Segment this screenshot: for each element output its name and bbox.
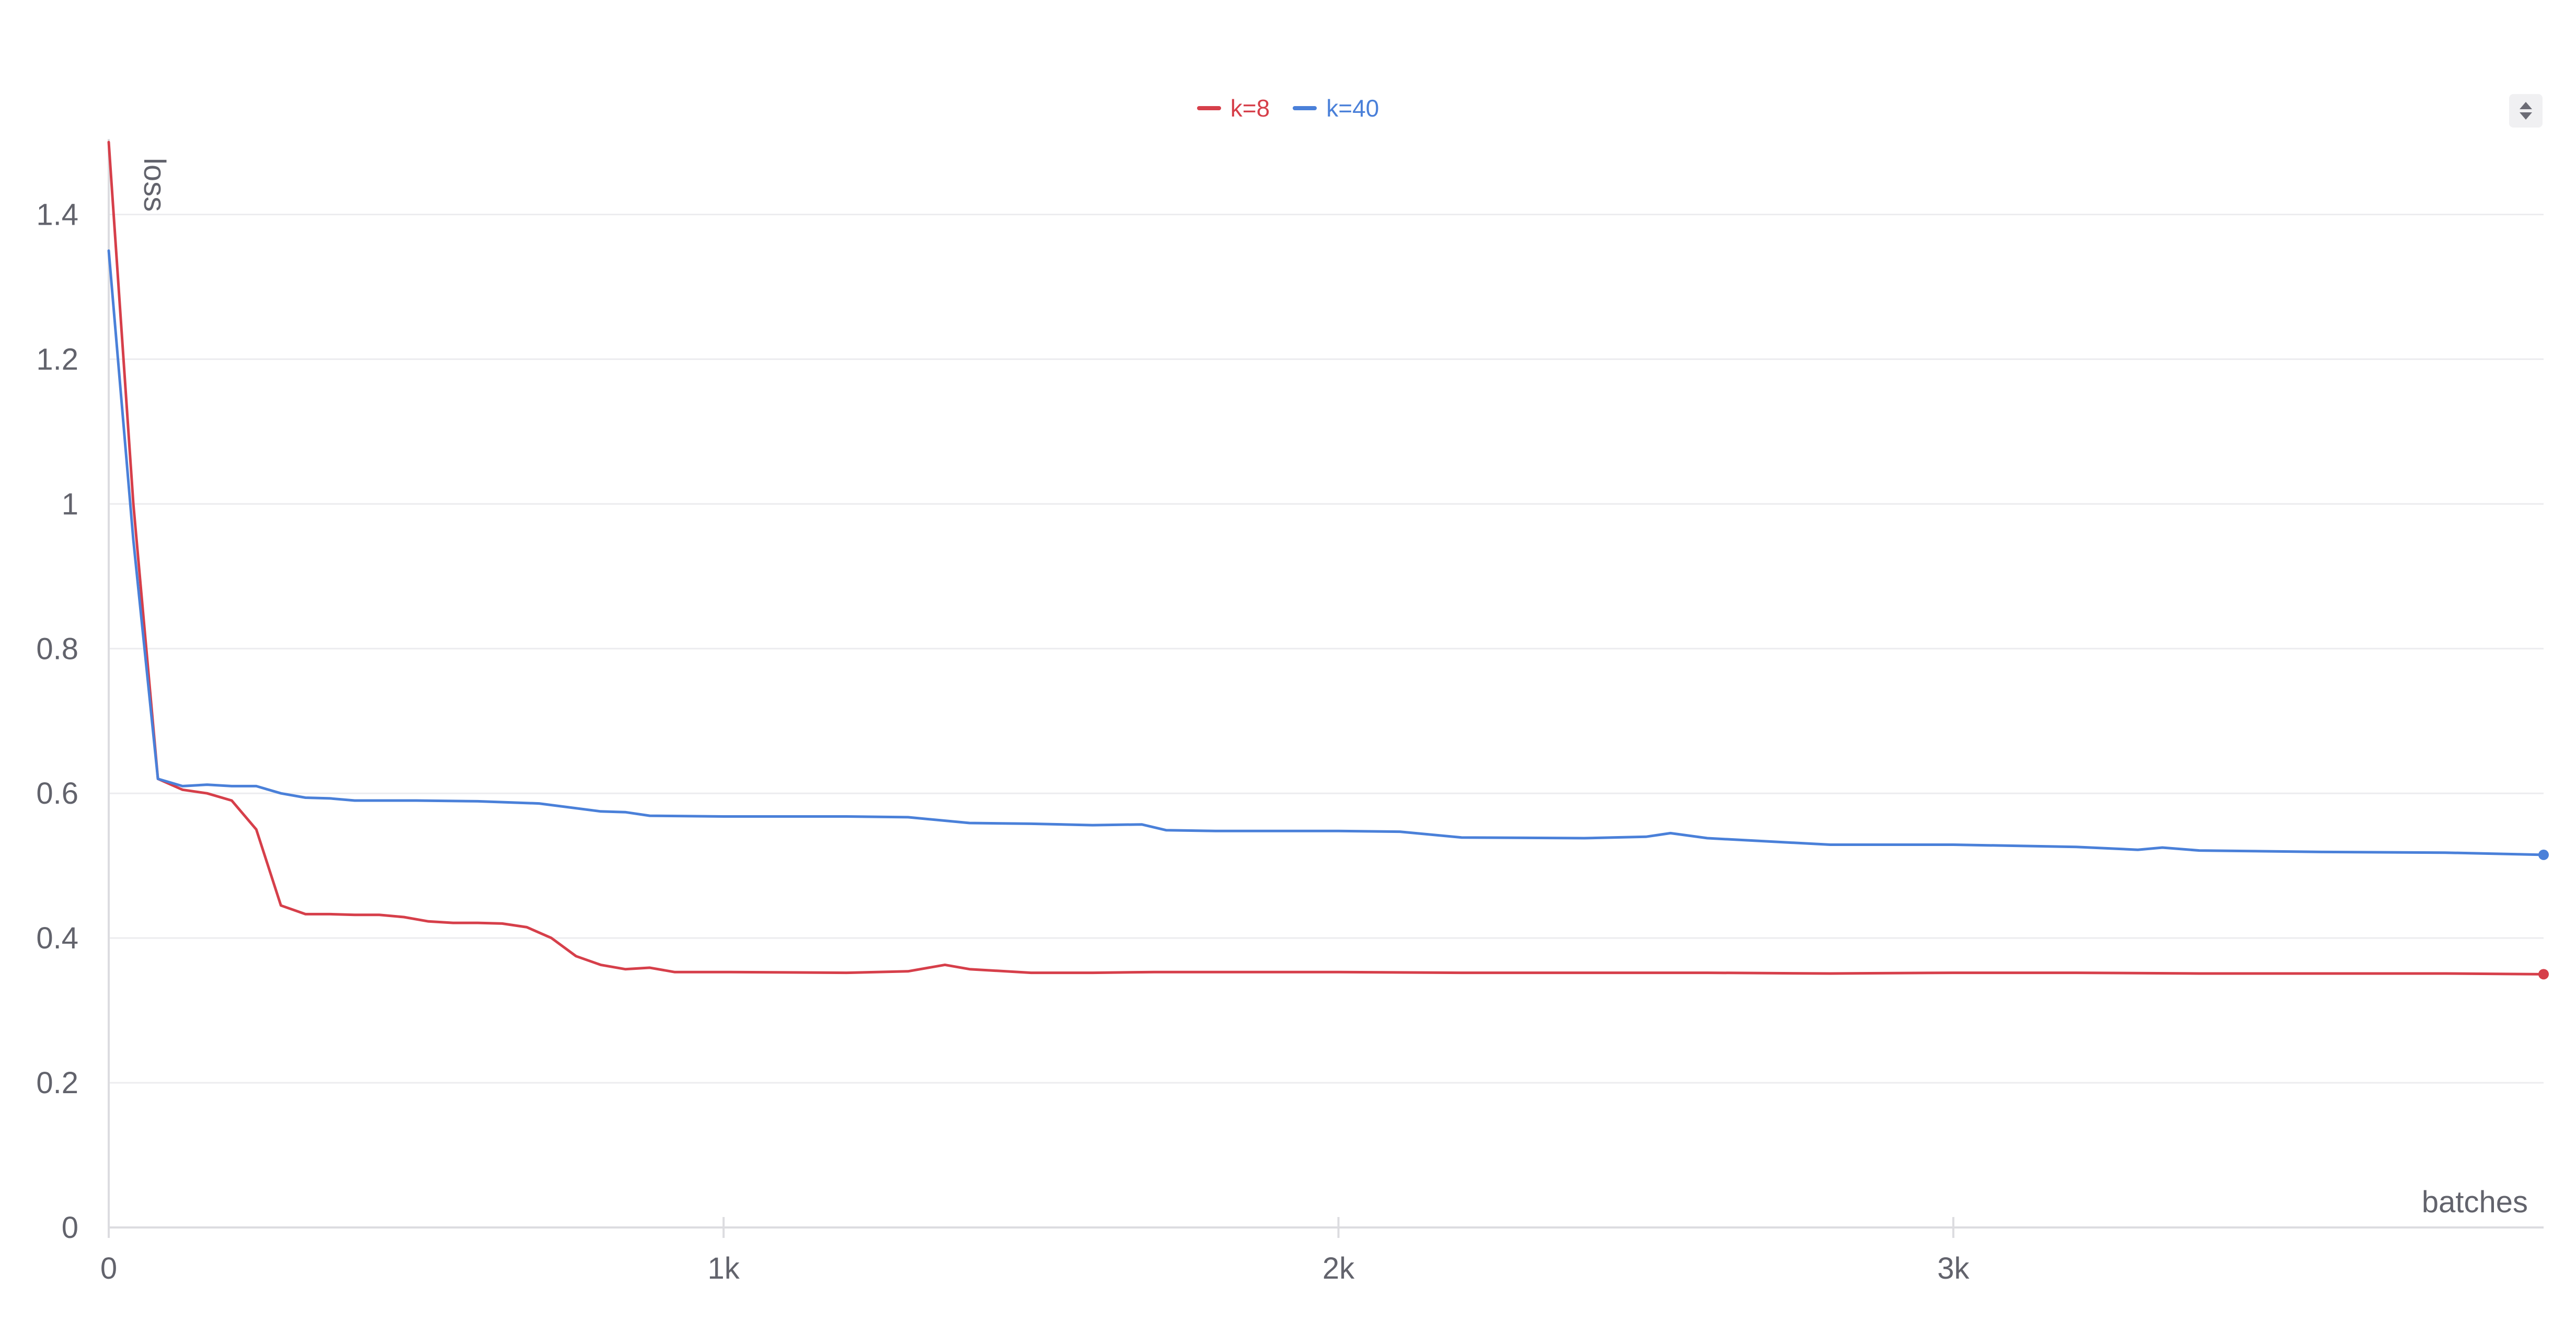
legend-swatch-k8: [1197, 106, 1221, 110]
legend-item-k8[interactable]: k=8: [1197, 94, 1270, 122]
x-axis-title: batches: [2422, 1185, 2528, 1219]
chevron-down-icon: [2520, 112, 2532, 120]
series-line-k8[interactable]: [107, 141, 2545, 976]
chevron-up-icon: [2520, 102, 2532, 109]
y-tick-label: 0.4: [36, 921, 78, 955]
x-tick-label: 3k: [1937, 1252, 1970, 1285]
series-line-k40[interactable]: [107, 249, 2545, 856]
legend-item-k40[interactable]: k=40: [1293, 94, 1379, 122]
legend-label-k40: k=40: [1326, 95, 1379, 122]
y-tick-label: 0.6: [36, 777, 78, 810]
y-tick-label: 0.2: [36, 1066, 78, 1100]
legend-swatch-k40: [1293, 106, 1317, 110]
y-tick-label: 0.8: [36, 632, 78, 666]
y-tick-label: 1.4: [36, 198, 78, 231]
legend-label-k8: k=8: [1230, 95, 1270, 122]
legend: k=8 k=40: [0, 94, 2576, 122]
y-tick-label: 0: [62, 1211, 78, 1245]
x-tick-label: 0: [100, 1252, 117, 1285]
y-tick-label: 1: [62, 487, 78, 521]
x-tick-label: 1k: [708, 1252, 740, 1285]
y-axis-title: loss: [137, 158, 171, 212]
y-tick-label: 1.2: [36, 342, 78, 376]
legend-scroll-button[interactable]: [2509, 94, 2543, 128]
x-tick-label: 2k: [1322, 1252, 1355, 1285]
series-endpoint-k40[interactable]: [2538, 849, 2549, 860]
series-endpoint-k8[interactable]: [2538, 969, 2549, 980]
